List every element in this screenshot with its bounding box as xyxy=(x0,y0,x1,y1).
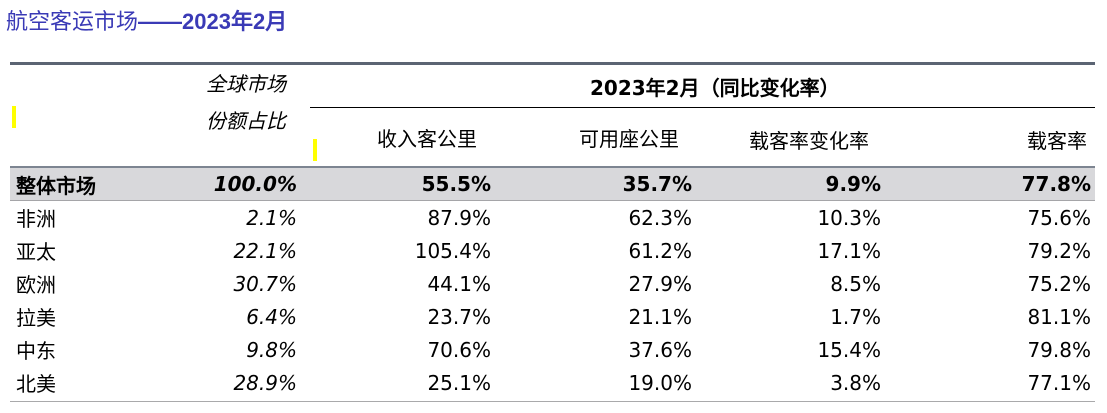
share-value: 6.4% xyxy=(246,304,297,329)
region-label: 非洲 xyxy=(16,207,56,231)
table-row: 拉美 6.4% 23.7% 21.1% 1.7% 81.1% xyxy=(10,300,1095,333)
title-dash: —— xyxy=(138,9,183,34)
share-value: 100.0% xyxy=(213,172,297,196)
plf-value: 77.1% xyxy=(1027,370,1091,395)
plf-value: 79.2% xyxy=(1027,238,1091,263)
table-row: 北美 28.9% 25.1% 19.0% 3.8% 77.1% xyxy=(10,366,1095,399)
bottom-rule xyxy=(10,401,1095,402)
share-header-line2: 份额占比 xyxy=(206,109,286,133)
share-value: 28.9% xyxy=(233,370,297,395)
table-row: 中东 9.8% 70.6% 37.6% 15.4% 79.8% xyxy=(10,333,1095,366)
title-suffix: 2023年2月 xyxy=(182,9,288,34)
ask-value: 61.2% xyxy=(628,238,692,263)
region-label: 中东 xyxy=(16,339,56,363)
region-label: 亚太 xyxy=(16,240,56,264)
plf-change-value: 8.5% xyxy=(830,271,881,296)
plf-change-value: 9.9% xyxy=(825,172,881,196)
plf-change-value: 1.7% xyxy=(830,304,881,329)
period-header: 2023年2月（同比变化率） xyxy=(590,76,840,100)
plf-change-value: 17.1% xyxy=(817,238,881,263)
ask-value: 35.7% xyxy=(622,172,692,196)
share-header-line1: 全球市场 xyxy=(206,72,286,96)
plf-value: 75.2% xyxy=(1027,271,1091,296)
plf-value: 79.8% xyxy=(1027,337,1091,362)
header-bottom-rule xyxy=(10,166,1095,168)
header-rule xyxy=(310,107,1095,108)
yellow-marker xyxy=(12,106,16,128)
plf-change-value: 15.4% xyxy=(817,337,881,362)
ask-value: 62.3% xyxy=(628,205,692,230)
share-value: 2.1% xyxy=(246,205,297,230)
col-header-rpk: 收入客公里 xyxy=(377,127,477,151)
total-row: 整体市场 100.0% 55.5% 35.7% 9.9% 77.8% xyxy=(10,168,1095,201)
title-prefix: 航空客运市场 xyxy=(6,10,139,35)
col-header-ask: 可用座公里 xyxy=(579,127,679,151)
rpk-value: 87.9% xyxy=(427,205,491,230)
ask-value: 27.9% xyxy=(628,271,692,296)
region-label: 整体市场 xyxy=(16,173,96,198)
region-label: 欧洲 xyxy=(16,273,56,297)
share-value: 9.8% xyxy=(246,337,297,362)
ask-value: 19.0% xyxy=(628,370,692,395)
yellow-marker xyxy=(313,139,317,161)
region-label: 拉美 xyxy=(16,306,56,330)
table-row: 非洲 2.1% 87.9% 62.3% 10.3% 75.6% xyxy=(10,201,1095,234)
plf-change-value: 10.3% xyxy=(817,205,881,230)
plf-value: 75.6% xyxy=(1027,205,1091,230)
region-label: 北美 xyxy=(16,372,56,396)
rpk-value: 23.7% xyxy=(427,304,491,329)
top-rule xyxy=(10,62,1095,65)
rpk-value: 25.1% xyxy=(427,370,491,395)
ask-value: 37.6% xyxy=(628,337,692,362)
page-title: 航空客运市场——2023年2月 xyxy=(6,4,287,36)
table-row: 欧洲 30.7% 44.1% 27.9% 8.5% 75.2% xyxy=(10,267,1095,300)
share-value: 30.7% xyxy=(233,271,297,296)
table-row: 亚太 22.1% 105.4% 61.2% 17.1% 79.2% xyxy=(10,234,1095,267)
plf-change-value: 3.8% xyxy=(830,370,881,395)
plf-value: 81.1% xyxy=(1027,304,1091,329)
share-value: 22.1% xyxy=(233,238,297,263)
rpk-value: 55.5% xyxy=(421,172,491,196)
rpk-value: 44.1% xyxy=(427,271,491,296)
col-header-plf: 载客率 xyxy=(1027,129,1087,153)
rpk-value: 70.6% xyxy=(427,337,491,362)
rpk-value: 105.4% xyxy=(414,238,491,263)
col-header-plf-change: 载客率变化率 xyxy=(749,129,869,153)
plf-value: 77.8% xyxy=(1021,172,1091,196)
ask-value: 21.1% xyxy=(628,304,692,329)
